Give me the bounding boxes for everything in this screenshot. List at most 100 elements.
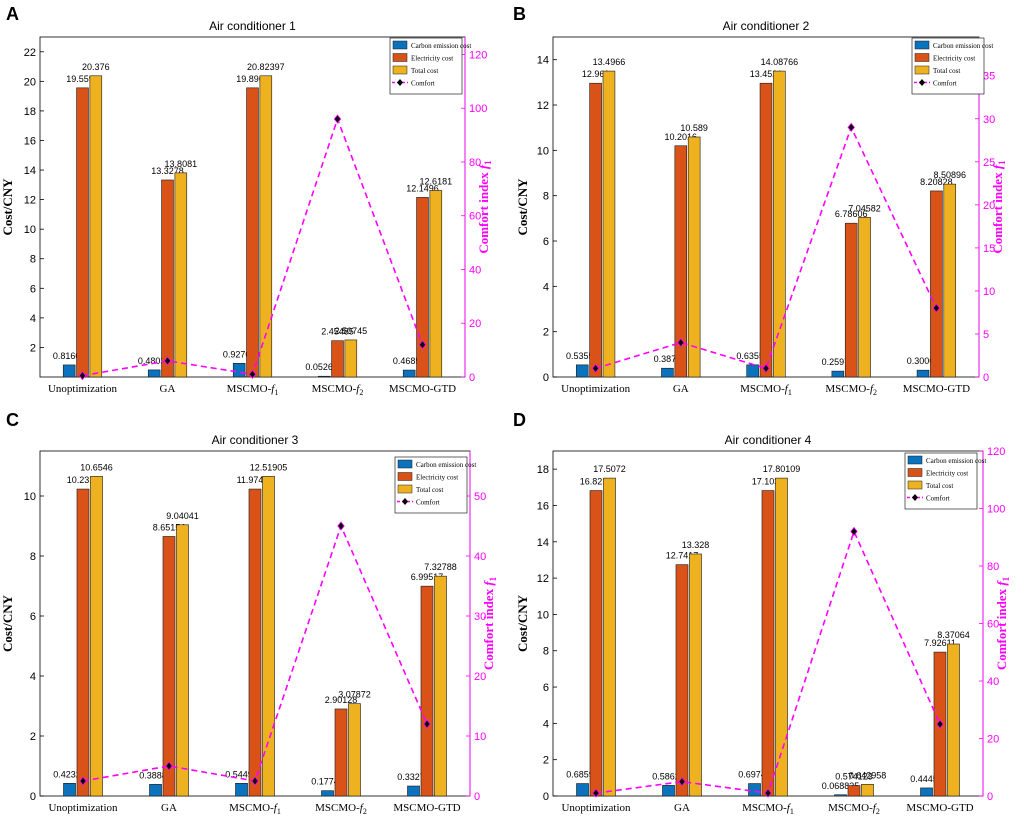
bar: [248, 488, 262, 797]
legend-swatch: [397, 484, 413, 494]
bar-value-label: 10.2016: [665, 132, 698, 142]
legend: Carbon emission cost Electricity cost Tota…: [911, 37, 993, 95]
bar: [416, 197, 429, 378]
y2-tick-label: 60: [469, 211, 481, 223]
comfort-marker: [936, 719, 944, 729]
panel-letter: D: [513, 410, 526, 430]
bar: [834, 794, 847, 797]
legend-entry-label: Carbon emission cost: [933, 42, 993, 50]
comfort-marker: [337, 521, 345, 531]
comfort-marker: [423, 719, 431, 729]
y-tick-label: 12: [537, 100, 549, 112]
bar: [420, 585, 434, 797]
bar-value-label: 13.4521: [750, 69, 783, 79]
bar-value-label: 13.328: [682, 540, 710, 550]
bar-value-label: 0.30068: [907, 356, 940, 366]
bar-value-label: 0.33271: [397, 772, 430, 782]
legend-entry-label: Total cost: [416, 486, 443, 494]
y2-tick-label: 0: [987, 791, 993, 803]
y-tick-label: 2: [543, 755, 549, 767]
y-tick-label: 14: [24, 165, 36, 177]
bar-value-label: 13.3278: [151, 166, 184, 176]
bar-value-label: 0.38887: [139, 770, 172, 780]
y-tick-label: 12: [24, 195, 36, 207]
y-tick-label: 8: [543, 646, 549, 658]
bar-value-label: 0.58623: [652, 771, 685, 781]
y-tick-label: 4: [30, 671, 36, 683]
bar-value-label: 0.92707: [223, 349, 256, 359]
y-tick-label: 4: [543, 718, 549, 730]
chart-panel-c: C Air conditioner 3 0 2 4 6 8 10 0 10 20 30 40 50 Cost…: [0, 410, 498, 816]
bar-value-label: 0.642958: [849, 770, 887, 780]
legend-swatch: [397, 472, 413, 481]
bar: [916, 369, 930, 378]
bar-value-label: 19.5599: [66, 74, 99, 84]
chart-panel-a: A Air conditioner 1 2 4 6 8 10 12 14 16 18 20 22 0 20 4…: [0, 4, 493, 397]
legend-entry-label: Electricity cost: [926, 470, 968, 478]
bar: [589, 490, 603, 797]
bar: [748, 783, 761, 797]
legend: Carbon emission cost Electricity cost Tota…: [904, 452, 986, 510]
chart-panel-d: D Air conditioner 4 0 2 4 6 8 10 12 14 16 18 0 20 40 60…: [513, 410, 1011, 816]
bar: [773, 70, 786, 378]
y-tick-label: 14: [537, 55, 549, 67]
bar: [687, 136, 701, 378]
legend-entry-label: Carbon emission cost: [411, 42, 471, 50]
bar: [661, 367, 674, 378]
bar-value-label: 0.48034: [138, 356, 171, 366]
bar-value-label: 0.42326: [53, 769, 86, 779]
legend-entry-label: Electricity cost: [411, 55, 453, 63]
bar-value-label: 12.961: [582, 69, 610, 79]
legend-swatch: [907, 480, 923, 490]
legend-swatch-marker: [919, 79, 925, 86]
bar: [76, 87, 89, 378]
y-tick-label: 6: [30, 283, 36, 295]
bar: [930, 190, 943, 378]
bar-value-label: 20.82397: [247, 62, 285, 72]
bar: [662, 785, 675, 797]
comfort-marker: [678, 776, 686, 787]
y-axis-label: Cost/CNY: [0, 594, 15, 652]
y2-tick-label: 120: [469, 49, 487, 61]
y2-tick-label: 120: [987, 446, 1005, 458]
y-tick-label: 6: [30, 611, 36, 623]
category-label: MSCMO-f2: [828, 802, 880, 816]
y-tick-label: 6: [543, 236, 549, 248]
bar: [603, 477, 616, 797]
comfort-marker: [165, 761, 173, 771]
bar-value-label: 0.69749: [738, 770, 771, 780]
bar: [259, 75, 273, 378]
comfort-marker: [850, 526, 858, 537]
bar: [321, 790, 334, 797]
bar: [407, 785, 420, 797]
y-tick-label: 10: [24, 491, 36, 503]
y2-axis-label: Comfort index f1: [476, 160, 493, 254]
y2-axis-label: Comfort index f1: [481, 576, 498, 670]
comfort-marker: [847, 122, 855, 133]
legend-entry-label: Carbon emission cost: [416, 461, 476, 469]
legend-entry-label: Electricity cost: [416, 474, 458, 482]
comfort-marker: [677, 337, 685, 348]
bar-value-label: 2.45485: [321, 327, 354, 337]
bar-value-label: 12.1496: [406, 183, 439, 193]
legend-swatch: [392, 53, 408, 62]
category-label: MSCMO-f2: [312, 383, 364, 397]
comfort-marker: [78, 371, 87, 381]
legend-entry-label: Comfort: [411, 80, 435, 88]
chart-title: Air conditioner 2: [723, 19, 810, 33]
bar: [434, 575, 447, 797]
bar: [761, 490, 775, 797]
y-tick-label: 8: [30, 551, 36, 563]
bar: [62, 364, 76, 378]
bar: [674, 145, 688, 378]
legend-entry-label: Comfort: [933, 80, 957, 88]
bar-value-label: 11.97414: [237, 475, 274, 485]
bar: [831, 370, 845, 378]
y-tick-label: 4: [543, 281, 549, 293]
y-tick-label: 4: [30, 313, 36, 325]
legend-entry-label: Comfort: [926, 495, 950, 503]
bar: [262, 476, 275, 797]
category-label: GA: [160, 383, 176, 395]
bar-value-label: 7.32788: [424, 562, 457, 572]
